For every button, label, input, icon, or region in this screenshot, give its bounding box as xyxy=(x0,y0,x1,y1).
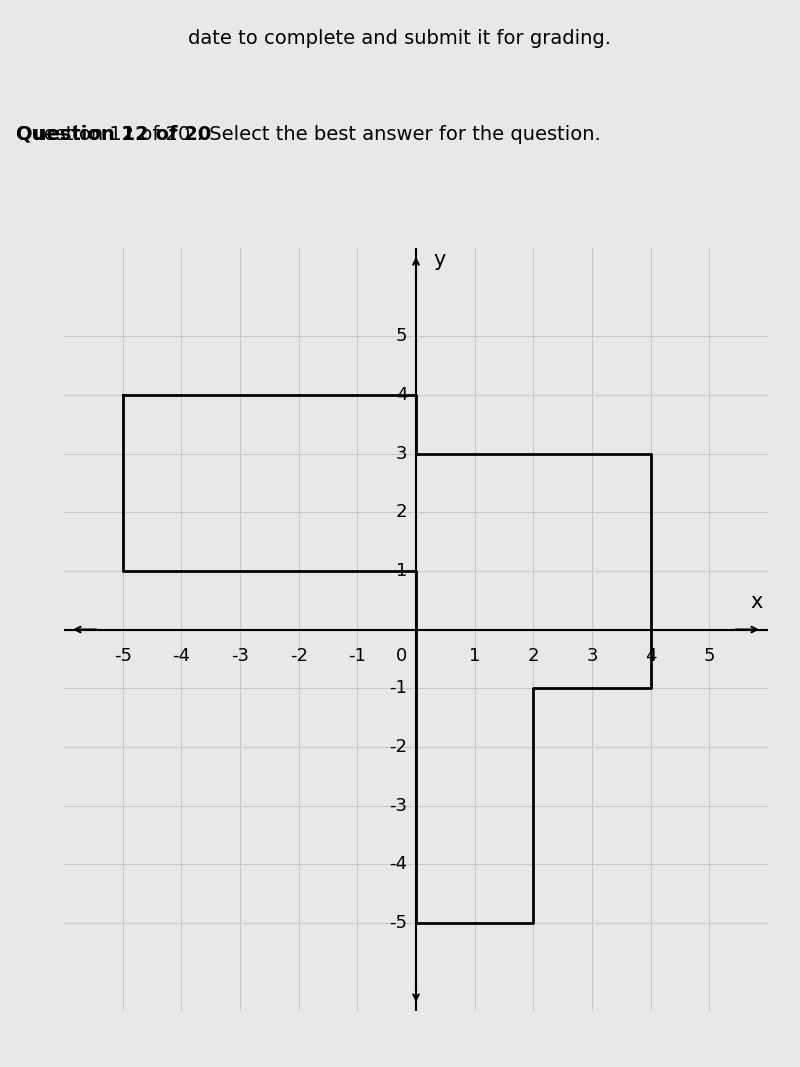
Text: 2: 2 xyxy=(396,504,407,521)
Text: 3: 3 xyxy=(396,445,407,462)
Text: 1: 1 xyxy=(469,647,480,665)
Text: x: x xyxy=(750,592,762,612)
Text: 2: 2 xyxy=(527,647,539,665)
Text: 4: 4 xyxy=(645,647,657,665)
Text: Question 12 of 20 : Select the best answer for the question.: Question 12 of 20 : Select the best answ… xyxy=(16,125,601,144)
Text: 1: 1 xyxy=(396,562,407,579)
Text: 5: 5 xyxy=(703,647,715,665)
Text: 5: 5 xyxy=(396,328,407,346)
Text: -2: -2 xyxy=(290,647,308,665)
Text: 0: 0 xyxy=(396,647,407,665)
Text: -1: -1 xyxy=(390,680,407,697)
Text: -1: -1 xyxy=(348,647,366,665)
Text: -2: -2 xyxy=(389,738,407,755)
Text: -5: -5 xyxy=(389,913,407,931)
Text: 4: 4 xyxy=(396,386,407,404)
Text: 3: 3 xyxy=(586,647,598,665)
Text: -3: -3 xyxy=(231,647,249,665)
Text: Question 12 of 20: Question 12 of 20 xyxy=(16,125,211,144)
Text: y: y xyxy=(434,250,446,270)
Text: date to complete and submit it for grading.: date to complete and submit it for gradi… xyxy=(189,29,611,48)
Text: -5: -5 xyxy=(114,647,132,665)
Text: -4: -4 xyxy=(389,855,407,873)
Text: -3: -3 xyxy=(389,797,407,814)
Text: -4: -4 xyxy=(172,647,190,665)
